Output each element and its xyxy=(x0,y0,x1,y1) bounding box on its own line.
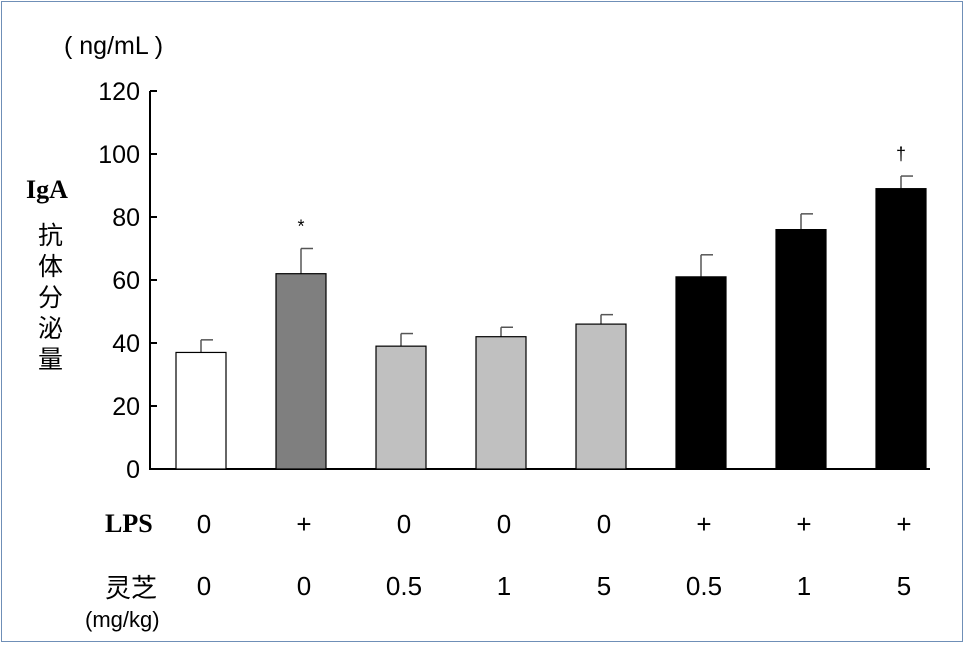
bar xyxy=(775,229,827,470)
herb-dose-value: 5 xyxy=(897,571,911,601)
y-axis-sublabel: 抗体分泌量 xyxy=(38,222,64,374)
lps-value: 0 xyxy=(197,509,211,539)
significance-mark: † xyxy=(896,144,906,164)
bar xyxy=(875,188,927,470)
y-tick-label: 120 xyxy=(98,78,140,106)
herb-dose-value: 0.5 xyxy=(386,571,422,601)
herb-row-label: 灵芝 xyxy=(105,573,158,603)
y-tick-label: 40 xyxy=(112,330,140,358)
lps-value: 0 xyxy=(397,509,411,539)
bar xyxy=(675,276,727,470)
lps-row-label: LPS xyxy=(105,509,153,538)
significance-mark: * xyxy=(297,217,304,237)
y-tick-label: 60 xyxy=(112,267,140,295)
lps-value: + xyxy=(796,509,811,539)
bar xyxy=(375,345,427,470)
lps-value: 0 xyxy=(497,509,511,539)
herb-dose-value: 1 xyxy=(497,571,511,601)
lps-value: + xyxy=(296,509,311,539)
unit-label: ( ng/mL ) xyxy=(64,32,164,60)
herb-row-unit: (mg/kg) xyxy=(85,607,160,632)
y-tick-label: 100 xyxy=(98,141,140,169)
bar xyxy=(475,336,527,470)
lps-value: + xyxy=(896,509,911,539)
bar xyxy=(175,351,227,470)
herb-dose-value: 0 xyxy=(297,571,311,601)
herb-dose-value: 0 xyxy=(197,571,211,601)
bar xyxy=(575,323,627,470)
herb-dose-value: 0.5 xyxy=(686,571,722,601)
y-axis-label: IgA xyxy=(26,175,68,204)
bar xyxy=(275,273,327,470)
herb-dose-value: 5 xyxy=(597,571,611,601)
lps-value: 0 xyxy=(597,509,611,539)
herb-dose-value: 1 xyxy=(797,571,811,601)
y-tick-label: 0 xyxy=(126,456,140,484)
y-tick-label: 80 xyxy=(112,204,140,232)
y-tick-label: 20 xyxy=(112,393,140,421)
lps-value: + xyxy=(696,509,711,539)
